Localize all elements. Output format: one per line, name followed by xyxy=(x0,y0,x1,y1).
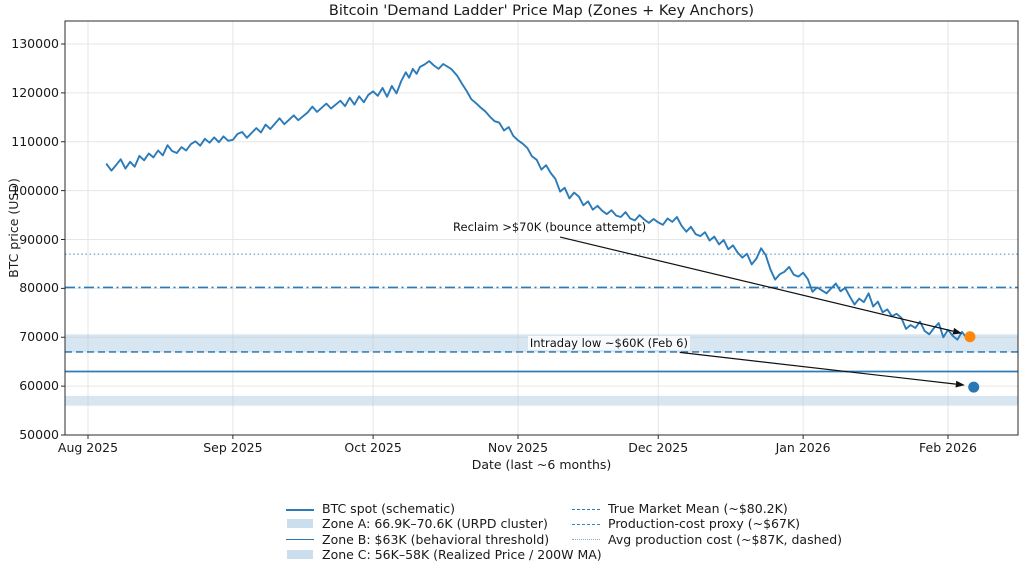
y-tick-label: 80000 xyxy=(19,280,59,296)
x-tick-label: Feb 2026 xyxy=(919,440,977,455)
legend-item: True Market Mean (~$80.2K) xyxy=(572,501,788,516)
legend-dotted-line-icon xyxy=(572,532,600,547)
annotation-arrow xyxy=(679,351,956,385)
y-tick-label: 120000 xyxy=(11,84,59,100)
y-tick-label: 100000 xyxy=(11,182,59,198)
x-tick-label: Jan 2026 xyxy=(775,440,831,455)
legend-patch-icon xyxy=(286,516,314,531)
legend-item: Production-cost proxy (~$67K) xyxy=(572,516,800,531)
legend-label: Production-cost proxy (~$67K) xyxy=(608,516,801,532)
legend-label: Zone A: 66.9K–70.6K (URPD cluster) xyxy=(322,516,548,532)
x-tick-label: Oct 2025 xyxy=(344,440,402,455)
y-tick-label: 130000 xyxy=(11,36,59,51)
legend-label: True Market Mean (~$80.2K) xyxy=(608,501,788,516)
intraday-low-point xyxy=(968,381,980,393)
axes-spines xyxy=(64,20,1019,436)
legend-label: Zone B: $63K (behavioral threshold) xyxy=(322,531,550,547)
legend-item: Avg production cost (~$87K, dashed) xyxy=(572,532,842,547)
y-tick-label: 90000 xyxy=(19,231,59,247)
x-tick-label: Nov 2025 xyxy=(487,440,549,455)
x-tick-label: Aug 2025 xyxy=(57,440,119,455)
annotation-reclaim: Reclaim >$70K (bounce attempt) xyxy=(453,219,647,234)
legend-patch-icon xyxy=(286,547,314,562)
line-swatch xyxy=(286,508,314,511)
line-swatch xyxy=(572,523,600,525)
chart-title: Bitcoin 'Demand Ladder' Price Map (Zones… xyxy=(328,3,755,19)
legend-label: Avg production cost (~$87K, dashed) xyxy=(608,531,843,547)
price-line xyxy=(105,60,971,341)
line-swatch xyxy=(286,539,314,541)
legend-label: BTC spot (schematic) xyxy=(322,501,455,516)
y-tick-label: 110000 xyxy=(11,133,59,149)
annotation-arrowhead xyxy=(952,327,963,335)
y-tick-label: 50000 xyxy=(19,427,59,442)
annotation-arrowhead xyxy=(955,380,965,388)
y-axis-label: BTC price (USD) xyxy=(6,178,21,278)
line-swatch xyxy=(572,508,600,510)
annotation-intraday: Intraday low ~$60K (Feb 6) xyxy=(527,336,690,351)
legend-item: Zone B: $63K (behavioral threshold) xyxy=(286,532,549,547)
x-axis-label: Date (last ~6 months) xyxy=(471,457,612,472)
legend-label: Zone C: 56K–58K (Realized Price / 200W M… xyxy=(322,546,602,562)
annotation-arrow xyxy=(559,236,954,332)
y-tick-label: 60000 xyxy=(19,378,59,394)
legend-dashdot-line-icon xyxy=(572,501,600,516)
legend-solid-line-icon xyxy=(286,501,314,516)
zone-band xyxy=(65,395,1018,406)
x-tick-label: Sep 2025 xyxy=(203,440,263,455)
y-tick-label: 70000 xyxy=(19,329,59,345)
legend-item: BTC spot (schematic) xyxy=(286,501,455,516)
legend-solid-line-icon xyxy=(286,532,314,547)
legend-item: Zone A: 66.9K–70.6K (URPD cluster) xyxy=(286,516,548,531)
patch-swatch xyxy=(287,549,313,559)
legend-item: Zone C: 56K–58K (Realized Price / 200W M… xyxy=(286,547,602,562)
line-swatch xyxy=(572,539,600,541)
legend-dashed-line-icon xyxy=(572,516,600,531)
patch-swatch xyxy=(287,519,313,529)
bounce-point xyxy=(964,331,976,343)
x-tick-label: Dec 2025 xyxy=(628,440,689,455)
